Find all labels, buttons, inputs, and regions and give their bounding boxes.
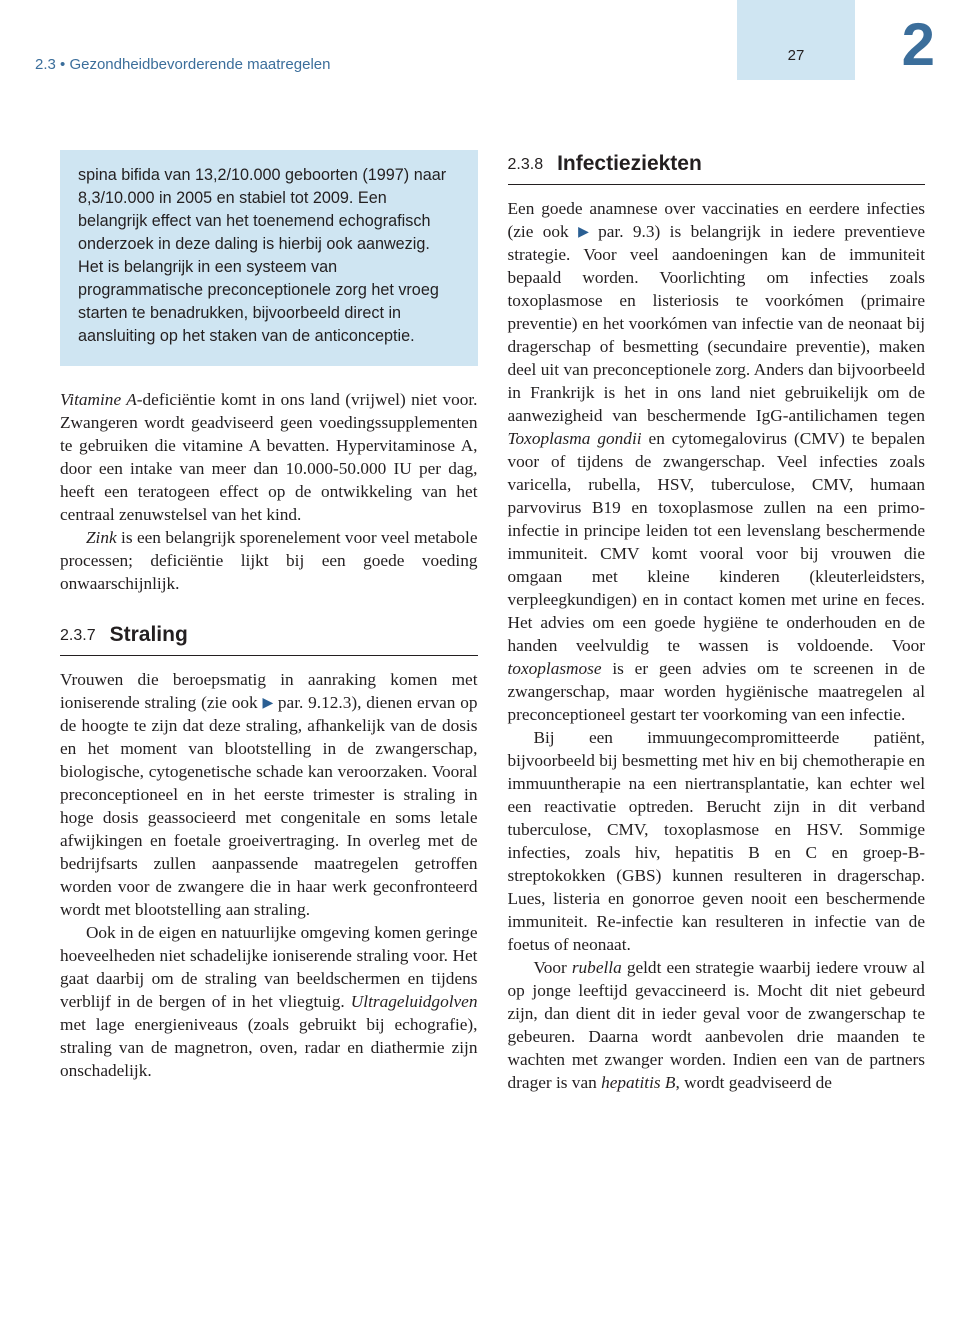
body-text: Bij een immuungecompromitteerde patiënt,… <box>508 728 926 954</box>
body-text: en cytomegalovirus (CMV) te bepalen voor… <box>508 429 926 655</box>
body-text: , wordt geadviseerd de <box>675 1073 831 1092</box>
term-toxoplasmose: toxoplasmose <box>508 659 602 678</box>
term-zink: Zink <box>86 528 117 547</box>
body-paragraph: Zink is een belangrijk sporenelement voo… <box>60 526 478 595</box>
term-rubella: rubella <box>572 958 622 977</box>
section-heading-infectieziekten: 2.3.8 Infectieziekten <box>508 150 926 178</box>
page-number-tab: 27 <box>737 0 855 80</box>
body-text: ) is belangrijk in iedere preventieve st… <box>508 222 926 425</box>
body-text: Voor <box>533 958 571 977</box>
running-title: 2.3 • Gezondheidbevorderende maatregelen <box>35 56 330 73</box>
page-content: spina bifida van 13,2/10.000 geboorten (… <box>60 150 925 1296</box>
info-box-text: spina bifida van 13,2/10.000 geboorten (… <box>78 166 446 345</box>
infect-paragraph: Voor rubella geldt een strategie waarbij… <box>508 956 926 1094</box>
straling-paragraph: Ook in de eigen en natuurlijke omgeving … <box>60 921 478 1082</box>
section-number: 2.3.8 <box>508 156 544 173</box>
info-box: spina bifida van 13,2/10.000 geboorten (… <box>60 150 478 366</box>
term-hepatitis-b: hepatitis B <box>601 1073 675 1092</box>
page-header: 2.3 • Gezondheidbevorderende maatregelen… <box>0 0 960 80</box>
crossref-text: par. 9.12.3 <box>278 693 351 712</box>
chapter-number: 2 <box>902 10 935 79</box>
term-vitamine-a: Vitamine A <box>60 390 137 409</box>
crossref-text: par. 9.3 <box>598 222 654 241</box>
body-text: -deficiëntie komt in ons land (vrijwel) … <box>60 390 478 524</box>
section-title: Straling <box>110 623 188 646</box>
section-title: Infectieziekten <box>557 152 702 175</box>
section-rule <box>60 655 478 656</box>
body-paragraph: Vitamine A-deficiëntie komt in ons land … <box>60 388 478 526</box>
body-text: geldt een strategie waarbij iedere vrouw… <box>508 958 926 1092</box>
crossref-icon: ▶ <box>262 694 273 712</box>
term-ultrageluidgolven: Ultrageluidgolven <box>351 992 478 1011</box>
infect-paragraph: Bij een immuungecompromitteerde patiënt,… <box>508 726 926 956</box>
page-number: 27 <box>737 47 855 64</box>
section-rule <box>508 184 926 185</box>
infect-paragraph: Een goede anamnese over vaccinaties en e… <box>508 197 926 726</box>
body-text: met lage energieniveaus (zoals gebruikt … <box>60 1015 478 1080</box>
body-text: is een belangrijk sporenelement voor vee… <box>60 528 478 593</box>
term-toxoplasma: Toxoplasma gondii <box>508 429 642 448</box>
section-number: 2.3.7 <box>60 627 96 644</box>
crossref-icon: ▶ <box>578 223 589 241</box>
straling-paragraph: Vrouwen die beroepsmatig in aanraking ko… <box>60 668 478 921</box>
section-heading-straling: 2.3.7 Straling <box>60 621 478 649</box>
body-text: ), dienen ervan op de hoogte te zijn dat… <box>60 693 478 919</box>
